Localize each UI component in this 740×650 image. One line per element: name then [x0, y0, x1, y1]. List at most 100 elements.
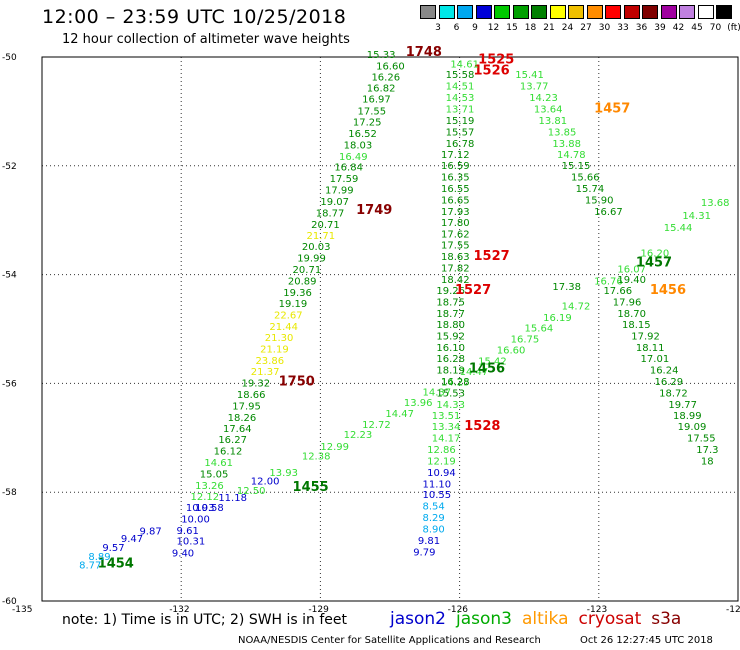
wave-height-label: 21.37: [251, 367, 280, 378]
colorbar-swatch: [549, 5, 566, 19]
wave-height-label: 15.64: [525, 324, 554, 335]
wave-height-label: 14.17: [432, 434, 461, 445]
colorbar-label: 45: [691, 23, 703, 33]
wave-height-label: 13.26: [195, 481, 224, 492]
wave-height-label: 16.27: [218, 435, 247, 446]
pass-time-label: 1457: [594, 101, 630, 116]
x-tick-label: -126: [448, 605, 469, 615]
wave-height-label: 18.63: [441, 252, 470, 263]
wave-height-label: 9.57: [102, 543, 124, 554]
wave-height-label: 14.47: [385, 409, 414, 420]
wave-height-label: 18.42: [441, 275, 470, 286]
wave-height-label: 19.40: [617, 275, 646, 286]
colorbar-label: 6: [453, 23, 460, 33]
wave-height-label: 21.44: [269, 322, 298, 333]
wave-height-label: 9.40: [172, 548, 194, 559]
wave-height-label: 17.92: [631, 331, 660, 342]
footnote: note: 1) Time is in UTC; 2) SWH is in fe…: [62, 612, 348, 628]
wave-height-label: 15.41: [515, 70, 544, 81]
colorbar-label: 24: [561, 23, 574, 33]
wave-height-label: 13.64: [534, 104, 563, 115]
wave-height-label: 16.97: [362, 95, 391, 106]
wave-height-label: 17.12: [441, 150, 470, 161]
wave-height-label: 10.55: [422, 490, 451, 501]
colorbar-swatch: [457, 5, 473, 19]
x-tick-label: -135: [12, 605, 32, 615]
wave-height-label: 10.58: [195, 503, 224, 514]
wave-height-label: 9.79: [413, 547, 435, 558]
wave-height-label: 15.42: [478, 356, 507, 367]
wave-height-label: 10.94: [427, 468, 456, 479]
wave-height-label: 18.19: [436, 366, 465, 377]
wave-height-label: 16.75: [511, 335, 540, 346]
wave-height-label: 21.30: [265, 333, 294, 344]
colorbar-swatch: [660, 5, 677, 19]
wave-height-label: 13.71: [446, 104, 475, 115]
wave-height-label: 8.89: [88, 552, 110, 563]
wave-height-label: 17.25: [353, 118, 382, 129]
colorbar-label: 15: [506, 23, 518, 33]
wave-height-label: 19.99: [297, 254, 326, 265]
wave-height-label: 16.82: [367, 83, 396, 94]
wave-height-label: 18.70: [617, 309, 646, 320]
wave-height-label: 20.71: [311, 220, 340, 231]
wave-height-label: 14.31: [682, 211, 711, 222]
x-tick-label: -129: [308, 605, 329, 615]
pass-time-label: 1750: [279, 375, 315, 390]
pass-time-label: 1455: [293, 480, 329, 495]
page-subtitle: 12 hour collection of altimeter wave hei…: [62, 32, 350, 47]
pass-time-label: 1528: [464, 419, 500, 434]
wave-height-label: 13.51: [432, 411, 461, 422]
wave-height-label: 12.86: [427, 445, 456, 456]
wave-height-label: 15.92: [436, 331, 465, 342]
wave-height-label: 21.71: [306, 231, 335, 242]
wave-height-label: 16.78: [446, 139, 475, 150]
y-tick-label: -52: [2, 162, 17, 172]
wave-height-label: 18.72: [659, 388, 688, 399]
y-tick-label: -50: [2, 53, 17, 63]
colorbar-label: 3: [435, 23, 441, 33]
wave-height-label: 12.12: [190, 492, 219, 503]
wave-height-label: 14.37: [422, 387, 451, 398]
wave-height-label: 13.77: [520, 82, 549, 93]
colorbar-label: 21: [543, 23, 555, 33]
pass-time-label: 1456: [650, 283, 686, 298]
pass-time-label: 1749: [356, 203, 392, 218]
colorbar-label: 12: [487, 23, 500, 33]
wave-height-label: 19.07: [320, 197, 349, 208]
wave-height-label: 11.18: [218, 493, 247, 504]
wave-height-label: 12.23: [344, 430, 373, 441]
wave-height-label: 13.81: [538, 116, 567, 127]
wave-height-label: 17.55: [687, 434, 716, 445]
wave-height-label: 17.38: [552, 282, 581, 293]
wave-height-label: 12.99: [320, 442, 349, 453]
colorbar-label: 39: [654, 23, 666, 33]
wave-height-label: 18.77: [316, 208, 345, 219]
wave-height-label: 18: [701, 456, 714, 467]
colorbar-swatch: [716, 5, 732, 19]
wave-height-label: 18.99: [673, 411, 702, 422]
wave-height-label: 16.84: [334, 163, 363, 174]
wave-height-label: 19.77: [668, 400, 697, 411]
wave-height-label: 18.75: [436, 298, 465, 309]
wave-height-label: 14.78: [557, 150, 586, 161]
wave-height-label: 12.50: [237, 486, 266, 497]
wave-height-label: 23.86: [255, 356, 284, 367]
credit-text: NOAA/NESDIS Center for Satellite Applica…: [238, 635, 541, 646]
wave-height-label: 13.85: [548, 127, 577, 138]
colorbar-swatch: [568, 5, 584, 19]
colorbar-label: 70: [709, 23, 722, 33]
wave-height-label: 13.68: [701, 198, 730, 209]
wave-height-label: 17.95: [232, 402, 261, 413]
wave-height-label: 15.53: [436, 388, 465, 399]
wave-height-label: 12.72: [362, 420, 391, 431]
wave-height-label: 17.82: [441, 263, 470, 274]
wave-height-label: 16.12: [214, 447, 243, 458]
wave-height-label: 20.03: [302, 242, 331, 253]
wave-height-label: 16.65: [441, 195, 470, 206]
wave-height-label: 19.09: [678, 422, 707, 433]
colorbar-swatch: [642, 5, 658, 19]
colorbar-swatch: [586, 5, 603, 19]
wave-height-label: 17.80: [441, 218, 470, 229]
wave-height-label: 17.55: [441, 240, 470, 251]
